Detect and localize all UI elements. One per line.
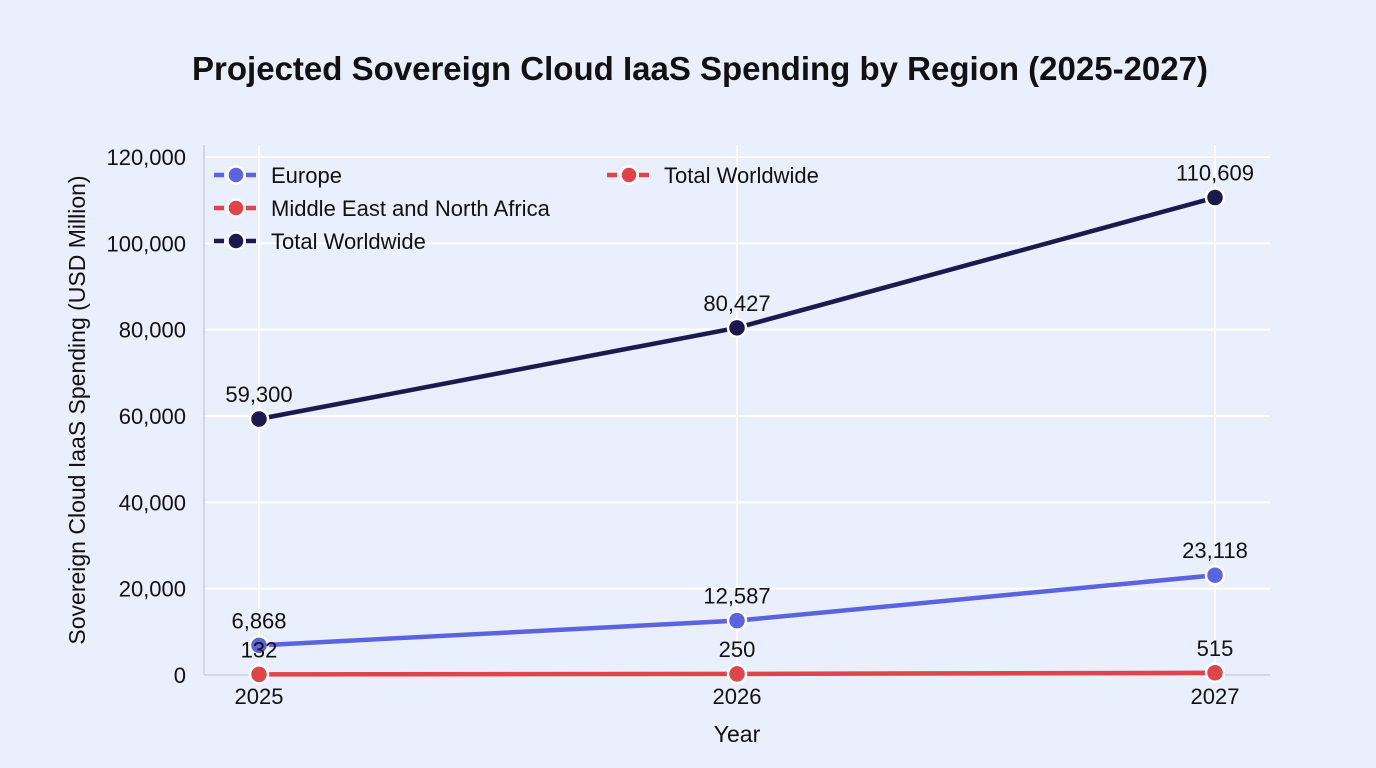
- y-axis-label: Sovereign Cloud IaaS Spending (USD Milli…: [64, 175, 90, 644]
- y-tick-label: 100,000: [106, 231, 186, 256]
- chart-title: Projected Sovereign Cloud IaaS Spending …: [192, 50, 1208, 87]
- data-label: 12,587: [703, 584, 770, 609]
- data-label: 6,868: [231, 608, 286, 633]
- y-tick-label: 0: [174, 663, 186, 688]
- data-point: [1204, 564, 1226, 586]
- data-label: 132: [241, 637, 278, 662]
- data-point: [248, 664, 270, 685]
- data-label: 80,427: [703, 291, 770, 316]
- legend: Europe Middle East and North Africa Total …: [214, 163, 819, 254]
- legend-entry: Total Worldwide: [214, 229, 426, 254]
- legend-label: Middle East and North Africa: [271, 196, 551, 221]
- series-total-worldwide: [248, 187, 1226, 430]
- data-label: 59,300: [225, 382, 292, 407]
- legend-entry: Total Worldwide: [607, 163, 819, 188]
- legend-entry: Europe: [214, 163, 342, 188]
- legend-label: Total Worldwide: [271, 229, 426, 254]
- legend-marker-swatch: [226, 231, 246, 251]
- series: [248, 187, 1226, 685]
- series-middle-east-and-north-africa: [248, 662, 1226, 685]
- y-tick-label: 20,000: [119, 577, 186, 602]
- data-point: [248, 635, 270, 656]
- data-label: 23,118: [1182, 538, 1248, 563]
- legend-marker-swatch: [226, 198, 246, 218]
- y-tick-label: 80,000: [119, 318, 186, 343]
- legend-label: Europe: [271, 163, 342, 188]
- data-point: [726, 610, 748, 631]
- x-tick-label: 2026: [713, 684, 762, 709]
- data-point: [248, 408, 270, 430]
- data-label: 515: [1197, 636, 1234, 661]
- y-tick-label: 40,000: [119, 490, 186, 515]
- legend-label: Total Worldwide: [664, 163, 819, 188]
- data-point: [1204, 187, 1226, 208]
- data-point: [1204, 662, 1226, 684]
- data-point: [726, 317, 748, 339]
- data-point: [726, 663, 748, 685]
- data-label: 250: [719, 637, 756, 662]
- legend-entry: Middle East and North Africa: [214, 196, 551, 221]
- y-tick-label: 120,000: [106, 145, 186, 170]
- series-europe: [248, 564, 1226, 656]
- legend-marker-swatch: [226, 165, 246, 185]
- x-tick-label: 2027: [1191, 684, 1240, 709]
- data-label: 110,609: [1176, 161, 1254, 186]
- data-labels: 6,868 12,587 23,118 132 250 515 59,300 80,427 11…: [225, 161, 1254, 663]
- y-tick-label: 60,000: [119, 404, 186, 429]
- x-tick-label: 2025: [235, 684, 284, 709]
- legend-marker-swatch: [619, 165, 639, 185]
- x-axis-label: Year: [714, 721, 761, 747]
